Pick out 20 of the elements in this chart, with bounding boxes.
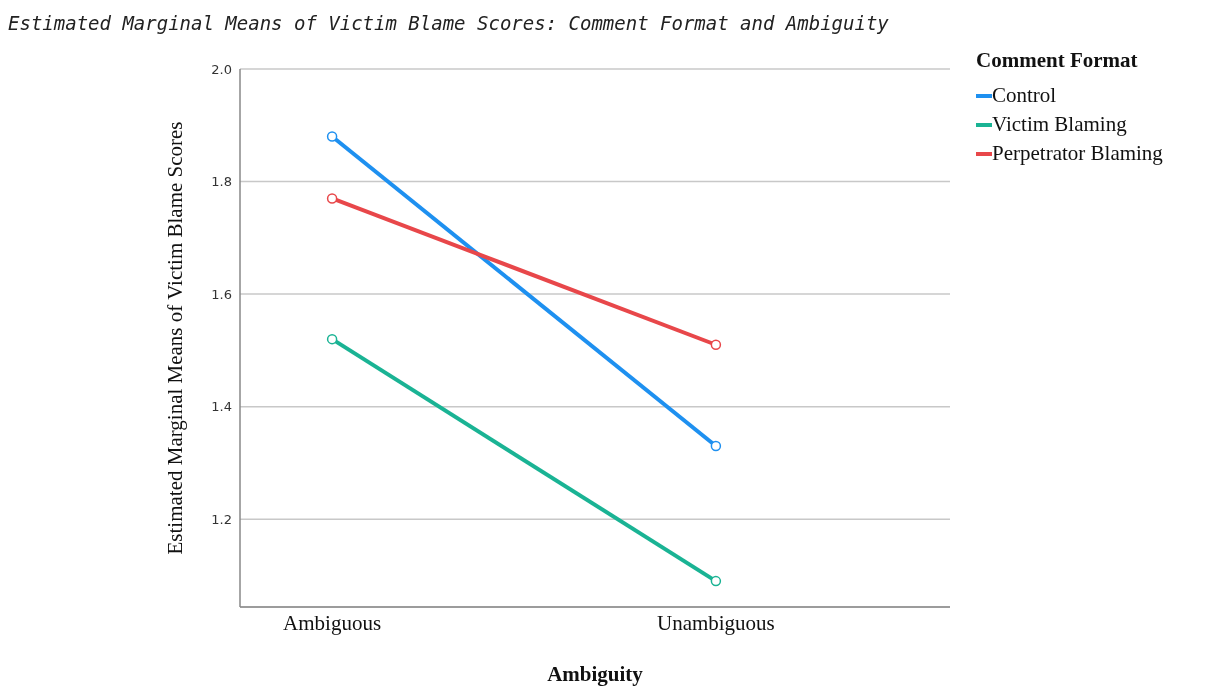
y-tick-label: 1.2 <box>211 511 232 527</box>
x-tick-label: Ambiguous <box>283 610 382 635</box>
y-tick-label: 1.4 <box>211 399 232 415</box>
x-tick-label: Unambiguous <box>656 610 775 635</box>
y-tick-label: 1.6 <box>211 286 232 302</box>
point <box>710 575 722 587</box>
point <box>326 333 338 345</box>
legend-title: Comment Format <box>976 48 1139 73</box>
y-tick-label: 2.0 <box>211 61 232 77</box>
y-tick-label: 1.8 <box>211 174 232 190</box>
point <box>710 440 722 452</box>
point <box>326 131 338 142</box>
legend-label: Control <box>992 83 1057 108</box>
x-axis-title: Ambiguity <box>546 662 644 687</box>
point <box>710 339 722 350</box>
legend-label: Victim Blaming <box>992 112 1127 137</box>
legend-label: Perpetrator Blaming <box>992 141 1163 166</box>
y-axis-title: Estimated Marginal Means of Victim Blame Scores <box>163 121 188 555</box>
chart-title: Estimated Marginal Means of Victim Blame Scores: Comment Format and Ambiguity <box>8 12 889 34</box>
point <box>326 193 338 204</box>
